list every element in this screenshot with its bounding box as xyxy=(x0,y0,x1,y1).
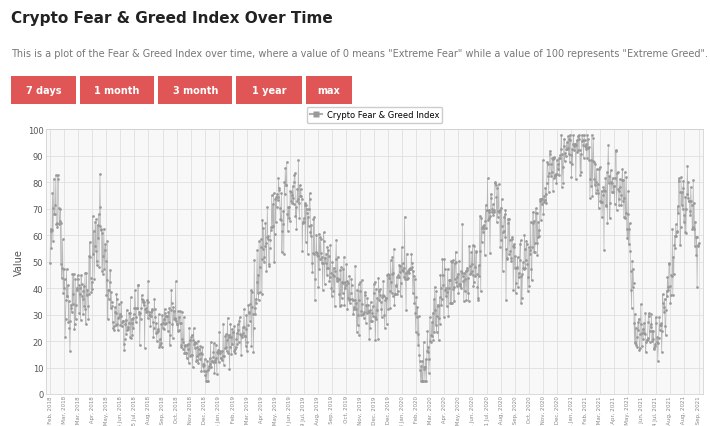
Text: Crypto Fear & Greed Index Over Time: Crypto Fear & Greed Index Over Time xyxy=(11,11,332,26)
Y-axis label: Value: Value xyxy=(13,249,23,275)
Text: This is a plot of the Fear & Greed Index over time, where a value of 0 means "Ex: This is a plot of the Fear & Greed Index… xyxy=(11,49,708,59)
Text: max: max xyxy=(317,86,341,95)
Text: 3 month: 3 month xyxy=(173,86,218,95)
Legend: Crypto Fear & Greed Index: Crypto Fear & Greed Index xyxy=(307,108,442,123)
Text: 1 year: 1 year xyxy=(252,86,286,95)
Text: 7 days: 7 days xyxy=(26,86,61,95)
Text: 1 month: 1 month xyxy=(94,86,140,95)
